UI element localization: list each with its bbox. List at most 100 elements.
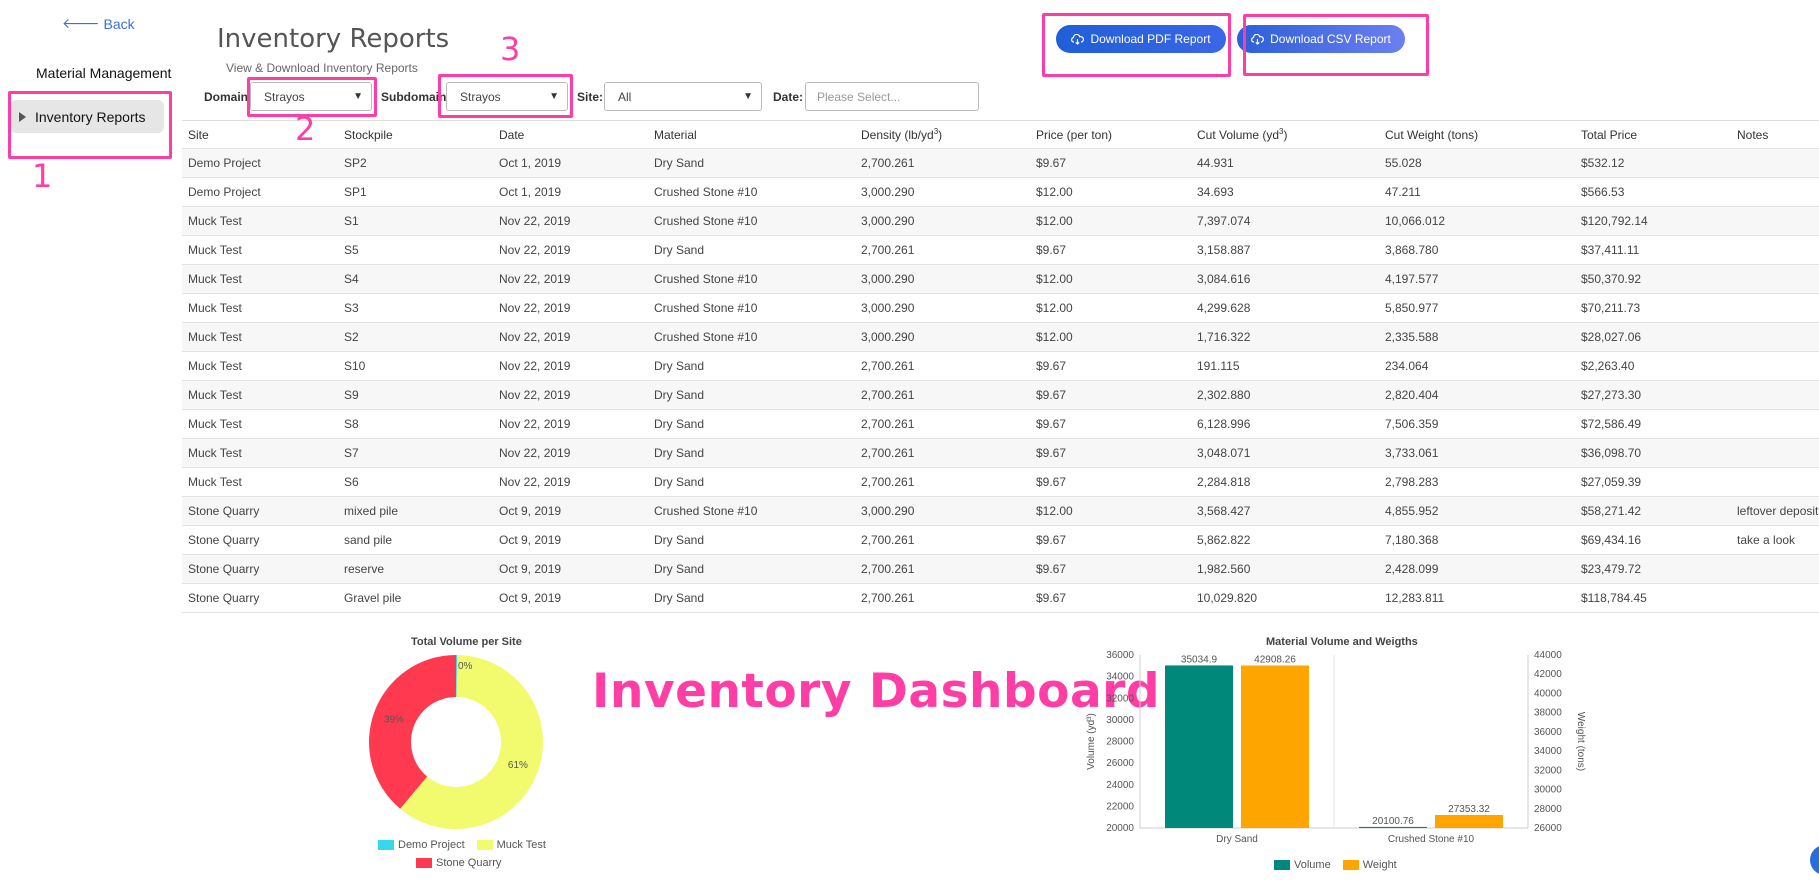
cell-total: $120,792.14 (1581, 214, 1648, 228)
bar-value-label: 27353.32 (1448, 804, 1490, 815)
cell-volume: 44.931 (1197, 156, 1234, 170)
cell-weight: 12,283.811 (1385, 591, 1445, 605)
donut-slice (456, 655, 458, 698)
cell-total: $36,098.70 (1581, 446, 1642, 460)
download-csv-button[interactable]: Download CSV Report (1237, 25, 1405, 53)
y-tick-label: 20000 (1106, 823, 1134, 834)
legend-swatch-stone-quarry (416, 858, 432, 868)
bar-volume (1165, 665, 1233, 828)
y-tick-label: 22000 (1106, 801, 1134, 812)
cell-stockpile: S1 (344, 214, 359, 228)
cell-material: Crushed Stone #10 (654, 504, 758, 518)
help-chat-button[interactable] (1810, 845, 1819, 875)
cell-material: Crushed Stone #10 (654, 301, 758, 315)
cell-density: 3,000.290 (861, 301, 915, 315)
cell-stockpile: SP1 (344, 185, 367, 199)
table-row: Muck Test S1 Nov 22, 2019 Crushed Stone #10… (182, 207, 1819, 236)
cell-price: $12.00 (1036, 185, 1073, 199)
cell-weight: 234.064 (1385, 359, 1429, 373)
cell-weight: 5,850.977 (1385, 301, 1439, 315)
cell-price: $9.67 (1036, 156, 1067, 170)
table-row: Muck Test S2 Nov 22, 2019 Crushed Stone #10… (182, 323, 1819, 352)
cell-total: $566.53 (1581, 185, 1625, 199)
cell-site: Stone Quarry (188, 591, 260, 605)
bar-value-label: 42908.26 (1254, 654, 1296, 665)
cell-site: Stone Quarry (188, 533, 260, 547)
cell-date: Nov 22, 2019 (499, 272, 571, 286)
cell-material: Dry Sand (654, 475, 705, 489)
cell-site: Muck Test (188, 243, 242, 257)
donut-slice (369, 655, 456, 809)
cell-volume: 1,982.560 (1197, 562, 1251, 576)
subdomain-select[interactable]: Strayos ▼ (446, 82, 568, 111)
cell-date: Nov 22, 2019 (499, 475, 571, 489)
annotation-box-3 (438, 74, 573, 118)
donut-slice-label: 39% (384, 714, 404, 725)
annotation-number-2: 2 (295, 110, 316, 148)
bar-legend: Volume Weight (1274, 859, 1397, 871)
pdf-label: Download PDF Report (1090, 32, 1211, 46)
date-label: Date: (773, 90, 804, 104)
cell-price: $9.67 (1036, 388, 1067, 402)
sidebar-item-inventory-reports[interactable]: Inventory Reports (10, 100, 164, 133)
subdomain-value: Strayos (460, 89, 501, 104)
cell-date: Nov 22, 2019 (499, 214, 571, 228)
table-row: Demo Project SP1 Oct 1, 2019 Crushed Stone … (182, 178, 1819, 207)
bar-value-label: 35034.9 (1181, 654, 1218, 665)
col-price: Price (per ton) (1036, 127, 1113, 142)
cell-total: $532.12 (1581, 156, 1625, 170)
site-select[interactable]: All ▼ (604, 82, 762, 111)
cell-price: $9.67 (1036, 562, 1067, 576)
col-total: Total Price (1581, 127, 1638, 142)
donut-chart: 61% 39% 0% (369, 655, 543, 829)
cell-site: Muck Test (188, 359, 242, 373)
cell-total: $58,271.42 (1581, 504, 1642, 518)
cell-date: Oct 9, 2019 (499, 533, 562, 547)
cell-stockpile: reserve (344, 562, 385, 576)
cell-weight: 7,506.359 (1385, 417, 1439, 431)
cell-date: Oct 1, 2019 (499, 156, 562, 170)
donut-slice-label: 61% (508, 760, 528, 771)
table-row: Stone Quarry sand pile Oct 9, 2019 Dry Sand… (182, 526, 1819, 555)
cell-total: $118,784.45 (1581, 591, 1647, 605)
cell-weight: 10,066.012 (1385, 214, 1446, 228)
cell-material: Dry Sand (654, 156, 705, 170)
cell-site: Muck Test (188, 446, 242, 460)
cell-volume: 191.115 (1197, 359, 1240, 373)
cell-density: 2,700.261 (861, 359, 915, 373)
cloud-download-icon (1251, 33, 1265, 45)
cell-material: Dry Sand (654, 533, 705, 547)
col-stockpile: Stockpile (344, 127, 393, 142)
y-tick-label: 36000 (1106, 650, 1134, 661)
domain-value: Strayos (264, 89, 305, 104)
cell-weight: 47.211 (1385, 185, 1421, 199)
col-site: Site (188, 127, 209, 142)
bar-value-label: 20100.76 (1372, 816, 1414, 827)
table-row: Muck Test S5 Nov 22, 2019 Dry Sand 2,700.261… (182, 236, 1819, 265)
caret-right-icon (19, 111, 26, 122)
cell-density: 3,000.290 (861, 330, 915, 344)
cell-site: Muck Test (188, 214, 242, 228)
bar-volume (1359, 826, 1427, 828)
cell-date: Nov 22, 2019 (499, 243, 571, 257)
cell-date: Oct 9, 2019 (499, 562, 562, 576)
cell-date: Oct 9, 2019 (499, 504, 562, 518)
annotation-number-1: 1 (32, 157, 53, 195)
domain-select[interactable]: Strayos ▼ (250, 82, 372, 111)
cell-site: Muck Test (188, 272, 242, 286)
cell-total: $2,263.40 (1581, 359, 1635, 373)
cell-volume: 3,084.616 (1197, 272, 1251, 286)
cell-density: 2,700.261 (861, 417, 915, 431)
table-row: Muck Test S9 Nov 22, 2019 Dry Sand 2,700.261… (182, 381, 1819, 410)
download-pdf-button[interactable]: Download PDF Report (1056, 25, 1226, 53)
cell-total: $28,027.06 (1581, 330, 1642, 344)
y2-tick-label: 34000 (1534, 746, 1562, 757)
cell-site: Demo Project (188, 185, 261, 199)
cell-material: Dry Sand (654, 388, 705, 402)
subdomain-label: Subdomain: (381, 90, 451, 104)
date-input[interactable]: Please Select... (805, 82, 979, 111)
back-link[interactable]: 🡐 Back (62, 15, 135, 32)
y2-tick-label: 30000 (1534, 785, 1562, 796)
annotation-number-3: 3 (500, 30, 521, 68)
donut-legend: Demo Project Muck Test (378, 839, 546, 851)
